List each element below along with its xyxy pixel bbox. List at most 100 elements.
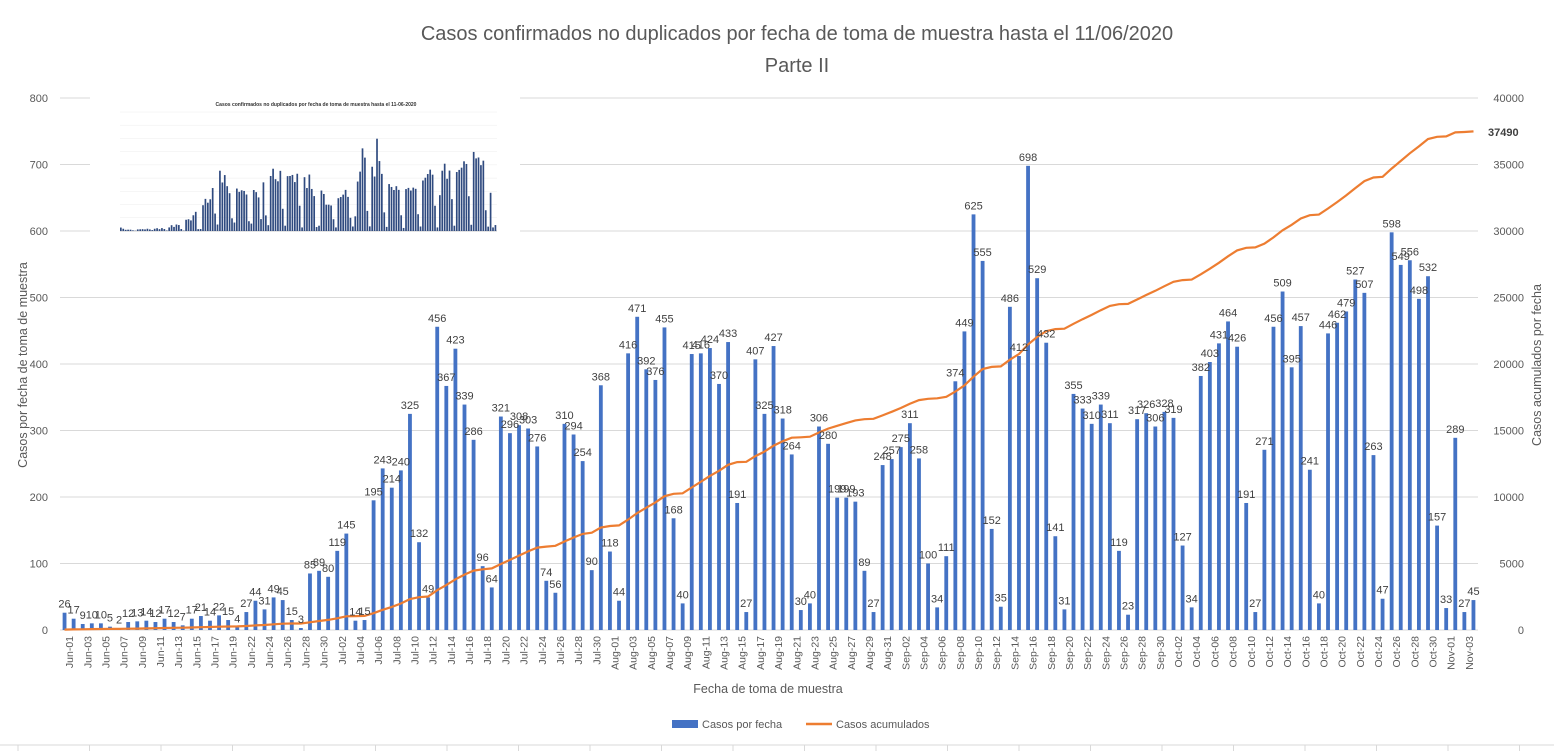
bar-value-label: 698 <box>1019 152 1037 164</box>
inset-bar <box>465 163 468 231</box>
bar <box>817 426 821 630</box>
inset-bar <box>332 219 335 231</box>
x-tick-label: Oct-06 <box>1209 636 1221 668</box>
bar <box>1053 536 1058 630</box>
x-tick-label: Oct-26 <box>1391 636 1403 668</box>
inset-bar <box>373 176 376 231</box>
bar <box>653 379 658 630</box>
bar-value-label: 31 <box>1058 595 1070 607</box>
bar <box>644 369 649 630</box>
bar-value-label: 191 <box>1237 489 1255 501</box>
bar-value-label: 412 <box>1010 342 1028 354</box>
bar <box>1280 291 1285 630</box>
bar <box>226 620 231 630</box>
bar-value-label: 254 <box>573 447 591 459</box>
x-tick-label: Jun-17 <box>210 636 222 668</box>
inset-bar <box>199 229 202 231</box>
inset-bar <box>289 175 291 231</box>
bar <box>1317 603 1321 630</box>
inset-bar <box>149 229 151 231</box>
inset-bar <box>405 189 407 231</box>
bar <box>253 600 258 630</box>
inset-bar <box>296 173 299 231</box>
bar <box>753 359 758 630</box>
inset-bar <box>313 196 316 231</box>
x-tick-label: Jul-18 <box>482 636 494 665</box>
x-tick-label: Jul-10 <box>410 636 422 665</box>
inset-bar <box>414 188 417 231</box>
bar-value-label: 49 <box>422 583 434 595</box>
inset-bar <box>323 193 325 231</box>
bar <box>526 428 531 630</box>
x-tick-label: Jul-12 <box>428 636 440 665</box>
bar <box>898 447 903 630</box>
x-tick-label: Jul-20 <box>500 636 512 665</box>
bar-value-label: 74 <box>540 567 552 579</box>
x-tick-label: Jun-09 <box>137 636 149 668</box>
bar <box>880 465 885 630</box>
legend-label-line: Casos acumulados <box>836 719 930 731</box>
bar <box>1371 455 1376 630</box>
x-tick-label: Oct-30 <box>1428 636 1440 668</box>
bar-value-label: 141 <box>1046 522 1064 534</box>
bar <box>1235 346 1240 630</box>
bar <box>371 500 376 630</box>
inset-bar <box>388 184 390 231</box>
bar <box>380 468 385 630</box>
x-tick-label: Sep-30 <box>1155 636 1167 670</box>
inset-bar <box>339 197 342 231</box>
x-tick-label: Aug-15 <box>737 636 749 670</box>
bar-value-label: 45 <box>277 586 289 598</box>
inset-bar <box>219 170 221 231</box>
bar <box>780 418 785 630</box>
bar <box>1098 404 1103 630</box>
inset-bar <box>337 198 340 231</box>
inset-bar <box>202 205 204 231</box>
bar <box>189 618 194 630</box>
x-tick-label: Jun-24 <box>264 636 276 668</box>
bar-value-label: 27 <box>740 598 752 610</box>
x-tick-label: Jun-30 <box>319 636 331 668</box>
x-tick-label: Aug-07 <box>664 636 676 670</box>
bar <box>762 413 767 630</box>
x-tick-label: Aug-11 <box>700 636 712 669</box>
bar <box>1180 545 1185 630</box>
inset-bar <box>156 228 158 231</box>
bar-value-label: 157 <box>1428 512 1446 524</box>
inset-bar <box>303 177 306 231</box>
bar <box>771 346 776 630</box>
bar-value-label: 241 <box>1301 456 1319 468</box>
inset-bar <box>397 189 400 231</box>
x-tick-label: Jul-24 <box>537 636 549 665</box>
bar-value-label: 248 <box>873 451 891 463</box>
bar <box>998 606 1003 630</box>
bar <box>1307 469 1312 630</box>
x-tick-label: Oct-02 <box>1173 636 1185 668</box>
inset-bar <box>320 190 323 231</box>
bar-value-label: 456 <box>1264 313 1282 325</box>
y-tick-label: 400 <box>30 359 48 371</box>
bar <box>535 446 540 630</box>
bar <box>844 497 849 630</box>
inset-bar <box>484 210 487 231</box>
inset-bar <box>277 181 279 231</box>
bar <box>1462 612 1467 630</box>
bar-value-label: 392 <box>637 355 655 367</box>
inset-bar <box>257 197 260 231</box>
y2-tick-label: 35000 <box>1493 160 1524 172</box>
bar-value-label: 33 <box>1440 594 1452 606</box>
bar-value-label: 498 <box>1410 285 1428 297</box>
bar <box>744 612 749 630</box>
inset-bar <box>315 227 318 231</box>
bar-value-label: 462 <box>1328 309 1346 321</box>
bar-value-label: 276 <box>528 432 546 444</box>
bar <box>498 416 503 630</box>
inset-bar <box>344 189 347 231</box>
inset-bar <box>240 190 243 231</box>
bar <box>262 609 267 630</box>
bar <box>689 354 694 630</box>
bar <box>1244 502 1249 630</box>
inset-bar <box>424 177 427 231</box>
